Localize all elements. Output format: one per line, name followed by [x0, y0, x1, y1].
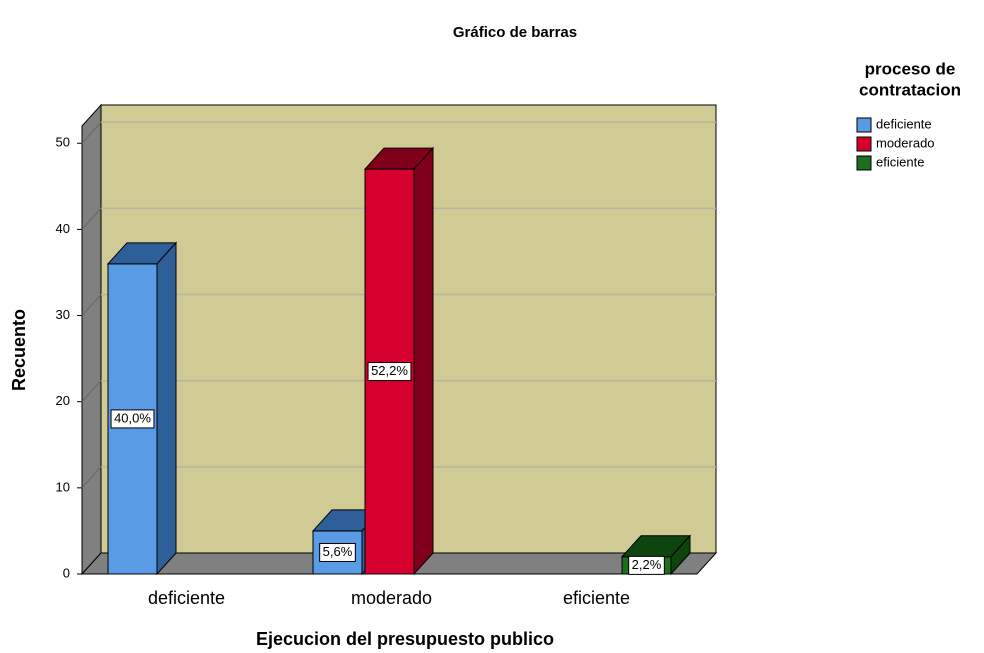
legend-swatch	[856, 136, 872, 152]
y-tick-label: 10	[56, 479, 70, 494]
legend-label: moderado	[876, 135, 935, 150]
legend-swatch	[856, 117, 872, 133]
legend-title: contratacion	[859, 80, 961, 99]
grid-line	[81, 121, 102, 144]
x-tick-label: moderado	[351, 588, 432, 608]
grid-line	[81, 380, 102, 403]
x-tick-label: eficiente	[563, 588, 630, 608]
value-label-box	[367, 362, 412, 382]
x-tick-label: deficiente	[148, 588, 225, 608]
y-tick-label: 40	[56, 221, 70, 236]
legend-label: deficiente	[876, 116, 932, 131]
legend-swatch	[856, 155, 872, 171]
y-tick-label: 30	[56, 307, 70, 322]
bar-side	[156, 241, 177, 576]
value-label: 5,6%	[323, 544, 353, 559]
value-label: 52,2%	[371, 363, 408, 378]
value-label-box	[110, 409, 155, 429]
value-label-box	[628, 555, 665, 575]
bar-side	[670, 534, 691, 576]
chart-title: Gráfico de barras	[453, 24, 577, 41]
grid-line	[81, 294, 102, 316]
y-tick-label: 0	[63, 565, 70, 580]
legend-label: eficiente	[876, 154, 924, 169]
value-label-box	[319, 542, 356, 562]
y-tick-label: 20	[56, 393, 70, 408]
value-label: 40,0%	[114, 410, 151, 425]
y-axis-title: Recuento	[9, 309, 29, 391]
grid-line	[81, 208, 102, 230]
value-label: 2,2%	[632, 557, 662, 572]
legend-title: proceso de	[865, 59, 956, 78]
side-wall	[81, 103, 102, 576]
grid-line	[81, 466, 102, 489]
y-tick-label: 50	[56, 135, 70, 150]
x-axis-title: Ejecucion del presupuesto publico	[256, 629, 554, 649]
bar-side	[413, 146, 434, 576]
